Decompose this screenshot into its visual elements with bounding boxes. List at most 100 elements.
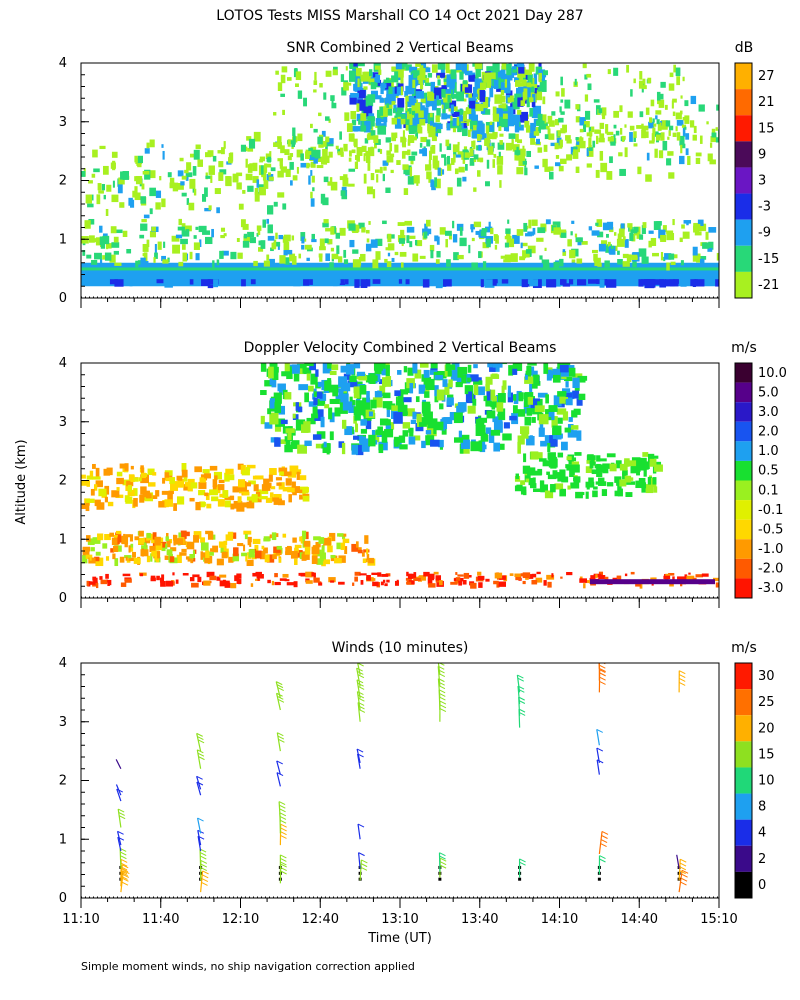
colorbar-swatch bbox=[735, 871, 752, 898]
colorbar-swatch bbox=[735, 689, 752, 716]
wind-barb bbox=[116, 831, 122, 846]
wind-barb-feather bbox=[680, 858, 687, 863]
x-axis-label: Time (UT) bbox=[367, 931, 432, 946]
colorbar-swatch bbox=[735, 793, 752, 820]
colorbar-label: 3.0 bbox=[758, 405, 779, 420]
wind-barb-feather bbox=[197, 736, 204, 741]
wind-barb-feather bbox=[598, 650, 604, 653]
colorbar-swatch bbox=[735, 480, 752, 501]
doppler-heatmap bbox=[81, 363, 719, 589]
colorbar-swatch bbox=[735, 663, 752, 690]
colorbar-swatch bbox=[735, 578, 752, 598]
x-tick-label: 13:10 bbox=[381, 912, 418, 927]
wind-barb-feather bbox=[277, 732, 284, 737]
wind-barb-feather bbox=[276, 684, 284, 689]
wind-barb-feather bbox=[280, 827, 287, 832]
wind-barb-feather bbox=[599, 669, 606, 673]
colorbar-label: -3.0 bbox=[758, 581, 783, 596]
wind-barb-feather bbox=[202, 870, 209, 875]
wind-barb-feather bbox=[358, 852, 365, 857]
wind-barb-feather bbox=[280, 857, 287, 862]
colorbar-label: -2.0 bbox=[758, 562, 783, 577]
wind-barb bbox=[196, 776, 202, 790]
wind-barb bbox=[276, 760, 281, 775]
wind-barb-feather bbox=[120, 870, 128, 875]
wind-barb-feather bbox=[196, 775, 203, 780]
wind-barb-feather bbox=[280, 854, 287, 859]
colorbar-label: -0.1 bbox=[758, 503, 783, 518]
wind-barb-feather bbox=[596, 759, 604, 764]
wind-barb-feather bbox=[679, 870, 686, 875]
wind-barb bbox=[278, 801, 281, 822]
wind-barb-feather bbox=[279, 804, 286, 809]
wind-barb-feather bbox=[276, 760, 283, 765]
wind-barb-feather bbox=[123, 870, 130, 875]
wind-barb-feather bbox=[601, 835, 608, 839]
colorbar-label: 25 bbox=[758, 695, 775, 710]
wind-barb-feather bbox=[599, 858, 606, 863]
wind-barb bbox=[197, 836, 202, 852]
wind-barb-feather bbox=[200, 867, 207, 872]
colorbar-label: 15 bbox=[758, 121, 775, 136]
wind-barb-feather bbox=[362, 663, 363, 664]
wind-barb bbox=[356, 748, 361, 764]
colorbar-label: 10 bbox=[758, 774, 775, 789]
footnote: Simple moment winds, no ship navigation … bbox=[81, 960, 415, 973]
panel3-frame bbox=[80, 662, 720, 899]
wind-barbs bbox=[115, 646, 689, 893]
wind-barb-feather bbox=[599, 668, 606, 673]
y-tick-label: 0 bbox=[59, 591, 67, 606]
wind-barb bbox=[116, 788, 122, 802]
colorbar-label: 8 bbox=[758, 800, 766, 815]
wind-barb-feather bbox=[120, 866, 128, 871]
wind-barb bbox=[276, 772, 281, 787]
panel2-title: Doppler Velocity Combined 2 Vertical Bea… bbox=[244, 340, 557, 356]
wind-barb-feather bbox=[279, 812, 287, 817]
x-tick-label: 14:10 bbox=[541, 912, 578, 927]
axes: 0 1 2 3 4 0 1 2 3 4 0 1 2 3 4 11:10 11:40 12:10 12:40 13:10… bbox=[59, 56, 738, 927]
wind-barb-feather bbox=[598, 646, 604, 649]
wind-barb-feather bbox=[679, 866, 687, 871]
colorbar-label: 21 bbox=[758, 95, 775, 110]
x-tick-label: 12:10 bbox=[222, 912, 259, 927]
wind-barb-feather bbox=[438, 689, 446, 694]
colorbar-swatch bbox=[735, 819, 752, 846]
wind-barb-feather bbox=[361, 859, 368, 864]
panel2-unit: m/s bbox=[731, 340, 757, 356]
wind-barb-feather bbox=[519, 861, 526, 866]
wind-barb-feather bbox=[681, 869, 689, 874]
wind-barb bbox=[596, 729, 600, 746]
colorbar-label: -3 bbox=[758, 200, 771, 215]
colorbar-label: 0 bbox=[758, 878, 766, 893]
colorbar-label: 0.5 bbox=[758, 464, 779, 479]
colorbar-label: 5.0 bbox=[758, 385, 779, 400]
colorbar-label: 30 bbox=[758, 669, 775, 684]
wind-barb bbox=[357, 663, 361, 675]
colorbar-swatch bbox=[735, 115, 752, 142]
wind-barb bbox=[356, 691, 361, 711]
wind-barb-feather bbox=[122, 864, 129, 869]
wind-barb-feather bbox=[117, 830, 124, 835]
wind-barb-feather bbox=[439, 864, 447, 869]
colorbar-frame bbox=[734, 662, 753, 899]
x-tick-label: 12:40 bbox=[302, 912, 339, 927]
colorbar-frame bbox=[734, 362, 753, 599]
wind-barb bbox=[356, 667, 361, 687]
wind-barb-feather bbox=[357, 663, 364, 667]
wind-barb bbox=[678, 870, 683, 893]
wind-barb-feather bbox=[356, 679, 364, 684]
wind-barb-feather bbox=[517, 677, 525, 682]
wind-barb-feather bbox=[117, 808, 125, 813]
wind-barb-feather bbox=[197, 817, 204, 822]
wind-barb-feather bbox=[280, 835, 287, 839]
colorbar-swatch bbox=[735, 219, 752, 246]
wind-barb-feather bbox=[119, 847, 127, 852]
wind-barb-feather bbox=[201, 878, 209, 883]
wind-barb-feather bbox=[356, 667, 363, 672]
wind-barb-feather bbox=[280, 870, 287, 875]
y-tick-label: 2 bbox=[59, 474, 67, 489]
wind-barb-feather bbox=[679, 670, 686, 675]
wind-barb bbox=[115, 784, 122, 796]
wind-barb bbox=[115, 759, 122, 770]
